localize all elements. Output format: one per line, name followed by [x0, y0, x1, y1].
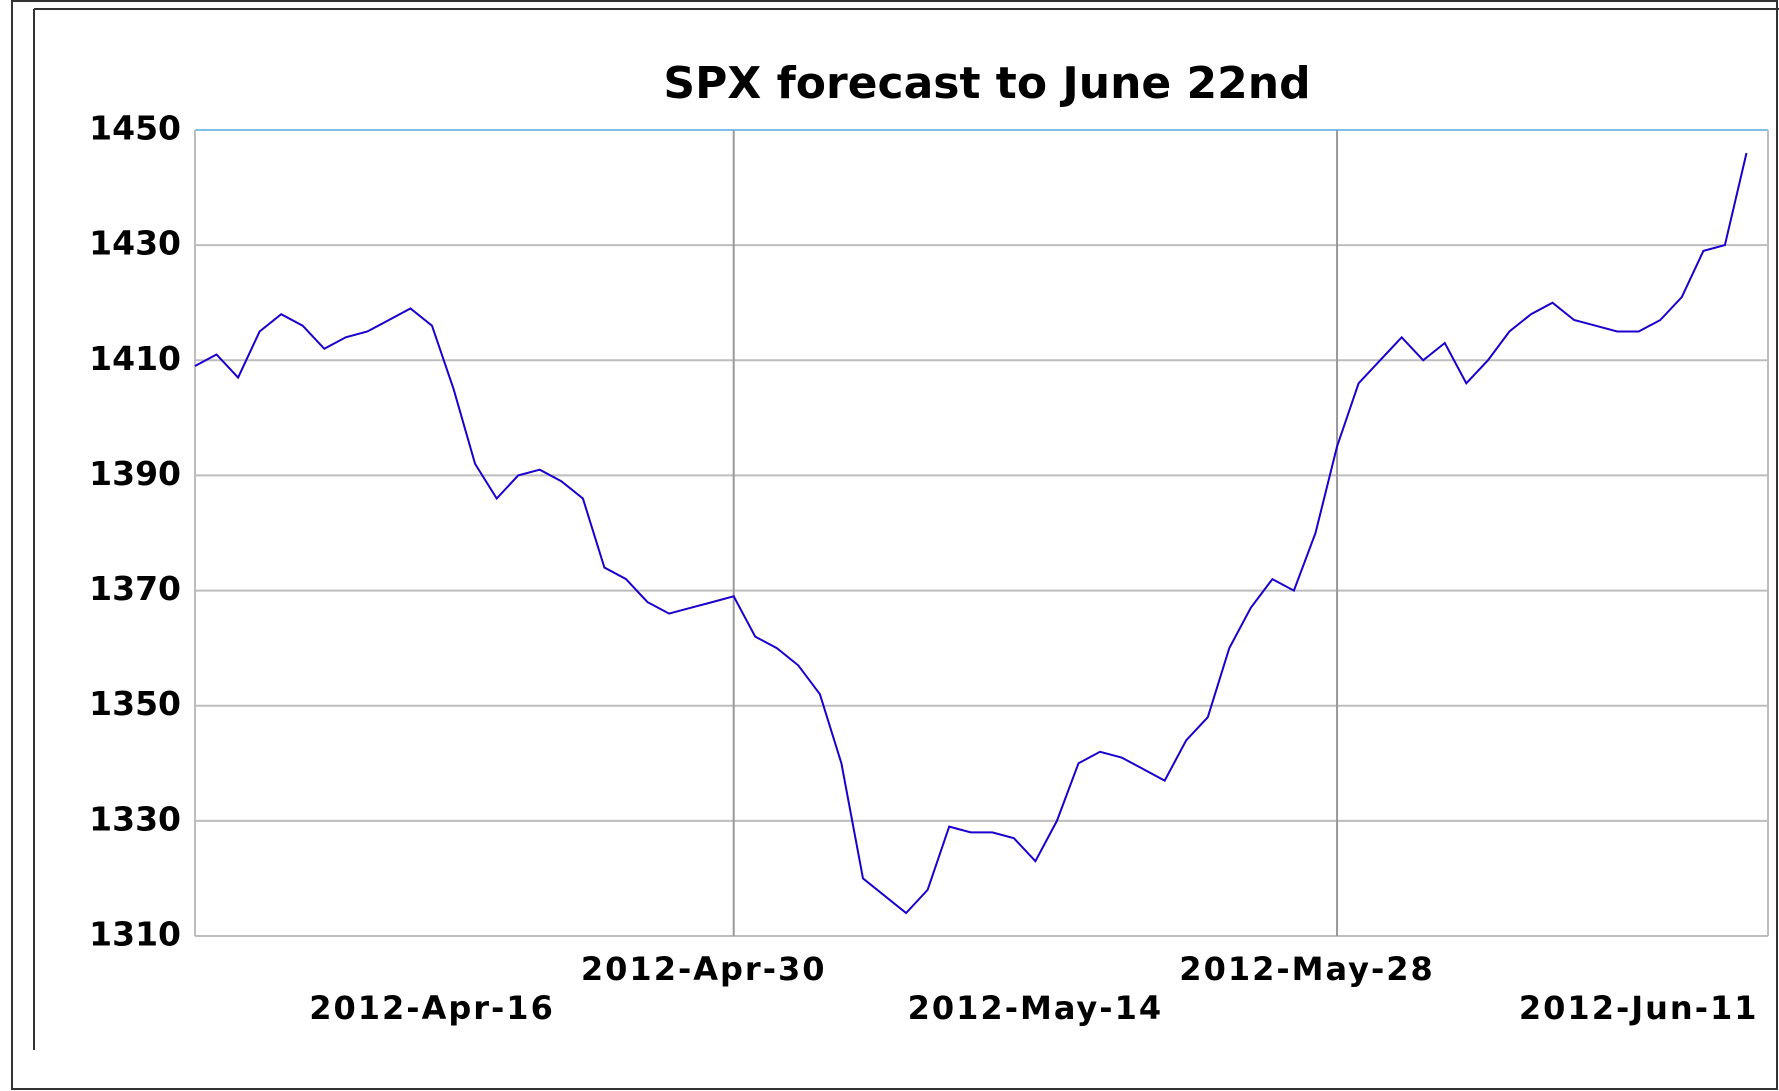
y-tick-label: 1410: [89, 339, 181, 378]
x-tick-label: 2012-Apr-30: [581, 950, 827, 988]
chart-title: SPX forecast to June 22nd: [663, 58, 1310, 109]
line: [194, 152, 1748, 915]
x-tick-label: 2012-Jun-11: [1519, 989, 1759, 1027]
y-tick-label: 1350: [89, 684, 181, 723]
y-tick-label: 1430: [89, 224, 181, 263]
y-tick-label: 1310: [89, 915, 181, 954]
y-tick-label: 1330: [89, 799, 181, 838]
x-tick-label: 2012-May-14: [908, 989, 1163, 1027]
x-tick-label: 2012-May-28: [1179, 950, 1434, 988]
x-tick-label: 2012-Apr-16: [309, 989, 555, 1027]
y-tick-label: 1450: [89, 109, 181, 148]
y-tick-label: 1370: [89, 569, 181, 608]
border: [11, 0, 1778, 1090]
y-tick-label: 1390: [89, 454, 181, 493]
